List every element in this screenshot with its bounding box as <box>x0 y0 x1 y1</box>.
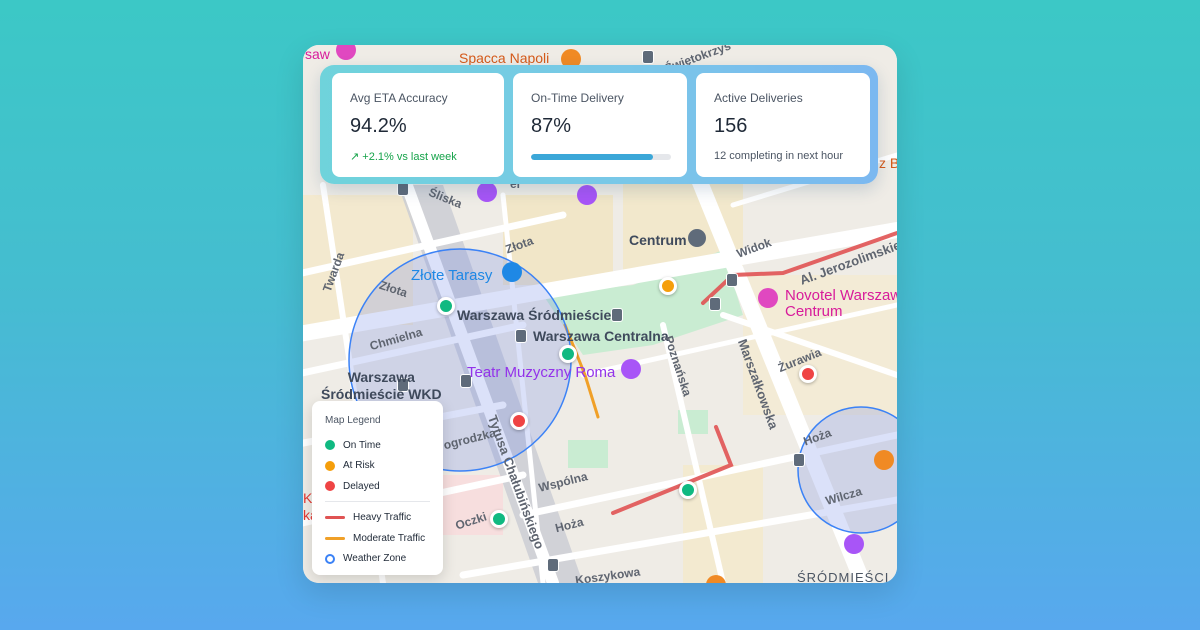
on-time-progress-bar <box>531 154 671 160</box>
stat-label: On-Time Delivery <box>531 91 624 105</box>
street-label: z B <box>879 155 897 171</box>
tram-stop-icon <box>547 558 559 572</box>
legend-item-at-risk: At Risk <box>325 456 430 477</box>
legend-label: On Time <box>343 439 381 451</box>
stat-value: 87% <box>531 115 572 137</box>
stat-card-active-deliveries: Active Deliveries 156 12 completing in n… <box>696 73 870 177</box>
delivery-marker-on-time[interactable] <box>437 297 455 315</box>
trend-up-icon: ↗ <box>350 151 360 163</box>
poi-novotel[interactable]: Novotel Warszaw Centrum <box>785 287 897 320</box>
stat-trend: ↗ +2.1% vs last week <box>350 150 486 163</box>
tram-stop-icon <box>793 453 805 467</box>
poi-srodmiescie-wkd[interactable]: Warszawa Śródmieście WKD <box>321 369 442 402</box>
on-time-progress-fill <box>531 154 653 160</box>
delivery-marker-delayed[interactable] <box>799 365 817 383</box>
delivery-marker-on-time[interactable] <box>490 510 508 528</box>
stats-panel: Avg ETA Accuracy 94.2% ↗ +2.1% vs last w… <box>320 65 878 184</box>
stat-value: 156 <box>714 115 748 137</box>
stat-trend-text: +2.1% vs last week <box>362 151 457 163</box>
street-label: saw <box>305 46 330 62</box>
legend-label: Weather Zone <box>343 553 407 565</box>
stat-sub: 12 completing in next hour <box>714 150 844 162</box>
tram-stop-icon <box>726 273 738 287</box>
poi-warszawa-srodmiescie[interactable]: Warszawa Śródmieście <box>457 307 612 323</box>
legend-label: Delayed <box>343 480 380 492</box>
legend-item-on-time: On Time <box>325 435 430 456</box>
stat-label: Avg ETA Accuracy <box>350 91 448 105</box>
legend-item-heavy-traffic: Heavy Traffic <box>325 508 430 529</box>
tram-stop-icon <box>397 378 409 392</box>
delivery-marker-on-time[interactable] <box>679 481 697 499</box>
stat-card-on-time: On-Time Delivery 87% <box>513 73 687 177</box>
on-time-dot-icon <box>325 440 335 451</box>
legend-item-weather-zone: Weather Zone <box>325 549 430 570</box>
street-label: er <box>510 177 522 191</box>
delayed-dot-icon <box>325 481 335 492</box>
map-legend: Map Legend On Time At Risk Delayed Heavy… <box>312 401 443 575</box>
heavy-traffic-line-icon <box>325 516 345 520</box>
legend-item-delayed: Delayed <box>325 476 430 497</box>
map-card: Spacca Napoli Złote Tarasy Centrum Novot… <box>303 45 897 583</box>
weather-zone-ring-icon <box>325 553 335 564</box>
tram-stop-icon <box>709 297 721 311</box>
poi-centrum[interactable]: Centrum <box>629 232 687 248</box>
legend-label: At Risk <box>343 460 375 472</box>
legend-item-moderate-traffic: Moderate Traffic <box>325 528 430 549</box>
poi-spacca-napoli[interactable]: Spacca Napoli <box>459 50 550 66</box>
train-station-icon <box>460 374 472 388</box>
moderate-traffic-line-icon <box>325 536 345 540</box>
district-label: ŚRÓDMIEŚCI <box>797 570 890 583</box>
delivery-marker-on-time[interactable] <box>559 345 577 363</box>
at-risk-dot-icon <box>325 460 335 471</box>
poi-zlote-tarasy[interactable]: Złote Tarasy <box>411 267 493 284</box>
poi-warszawa-centralna[interactable]: Warszawa Centralna <box>533 328 669 344</box>
legend-label: Heavy Traffic <box>353 512 412 524</box>
legend-title: Map Legend <box>325 415 381 426</box>
stat-value: 94.2% <box>350 115 407 137</box>
train-station-icon <box>515 329 527 343</box>
stat-card-eta-accuracy: Avg ETA Accuracy 94.2% ↗ +2.1% vs last w… <box>332 73 504 177</box>
tram-stop-icon <box>642 50 654 64</box>
tram-stop-icon <box>397 182 409 196</box>
delivery-marker-at-risk[interactable] <box>659 277 677 295</box>
delivery-marker-delayed[interactable] <box>510 412 528 430</box>
stat-label: Active Deliveries <box>714 91 803 105</box>
legend-label: Moderate Traffic <box>353 532 426 544</box>
legend-divider <box>325 500 430 502</box>
poi-teatr-roma[interactable]: Teatr Muzyczny Roma <box>467 364 616 381</box>
tram-stop-icon <box>611 308 623 322</box>
